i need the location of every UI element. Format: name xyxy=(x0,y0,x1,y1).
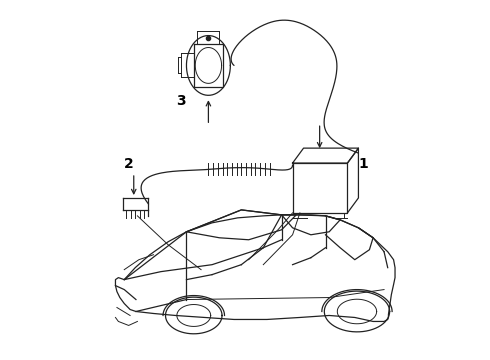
Text: 1: 1 xyxy=(359,157,368,171)
Text: 2: 2 xyxy=(123,157,133,171)
Text: 3: 3 xyxy=(175,94,185,108)
